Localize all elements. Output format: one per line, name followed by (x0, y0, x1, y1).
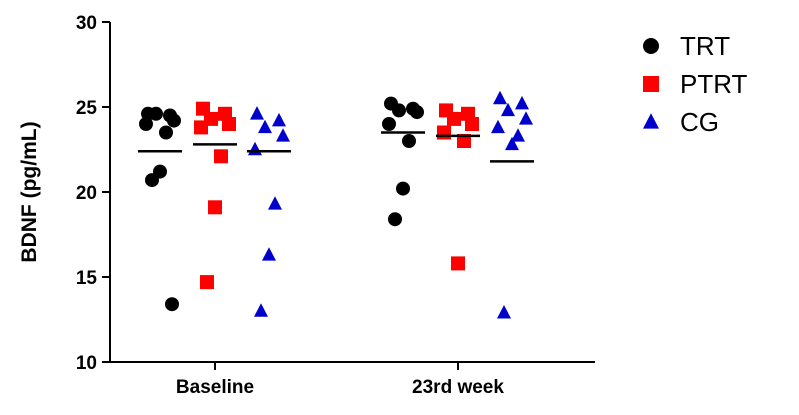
point-ptrt (437, 125, 451, 140)
point-cg (515, 95, 529, 110)
point-ptrt (457, 134, 471, 148)
point-cg (250, 106, 264, 120)
legend-marker-cg (643, 113, 659, 129)
legend-label-ptrt: PTRT (680, 69, 748, 99)
point-trt (139, 117, 153, 131)
point-trt (165, 297, 179, 312)
y-tick-label: 25 (76, 98, 98, 119)
legend-marker-trt (643, 38, 659, 54)
point-cg (497, 305, 511, 319)
point-cg (254, 303, 268, 317)
point-trt (402, 134, 416, 148)
point-cg (248, 141, 262, 156)
data-points (139, 90, 533, 319)
point-ptrt (222, 117, 236, 131)
point-cg (272, 112, 286, 127)
y-tick-label: 30 (76, 13, 97, 34)
point-trt (159, 125, 173, 140)
point-ptrt (214, 149, 228, 164)
point-trt (382, 117, 396, 131)
point-cg (501, 102, 515, 117)
legend-label-cg: CG (680, 107, 719, 137)
point-ptrt (200, 275, 214, 290)
x-tick-label: 23rd week (412, 377, 504, 398)
point-trt (392, 103, 406, 118)
point-cg (505, 136, 519, 151)
y-tick-label: 15 (76, 268, 98, 289)
point-ptrt (194, 120, 208, 135)
mean-lines (138, 131, 534, 163)
point-ptrt (465, 117, 479, 131)
legend-label-trt: TRT (680, 31, 730, 61)
axes: 10 15 20 25 30 Baseline 23rd week (76, 13, 595, 398)
y-axis-label: BDNF (pg/mL) (18, 121, 41, 262)
point-cg (258, 119, 272, 134)
point-cg (262, 247, 276, 261)
x-tick-label: Baseline (176, 377, 254, 398)
point-trt (396, 181, 410, 196)
y-tick-label: 10 (76, 353, 97, 374)
legend: TRT PTRT CG (643, 31, 748, 137)
point-trt (167, 113, 181, 128)
point-cg (276, 128, 290, 142)
point-trt (388, 212, 402, 227)
point-cg (493, 90, 507, 105)
point-ptrt (451, 256, 465, 271)
point-trt (145, 173, 159, 188)
point-cg (519, 111, 533, 125)
point-trt (410, 105, 424, 120)
point-cg (511, 128, 525, 142)
legend-marker-ptrt (643, 76, 659, 92)
point-cg (268, 196, 282, 210)
point-ptrt (208, 200, 222, 215)
point-cg (491, 119, 505, 134)
y-tick-label: 20 (76, 183, 97, 204)
point-ptrt (447, 111, 461, 126)
point-trt (149, 106, 163, 121)
